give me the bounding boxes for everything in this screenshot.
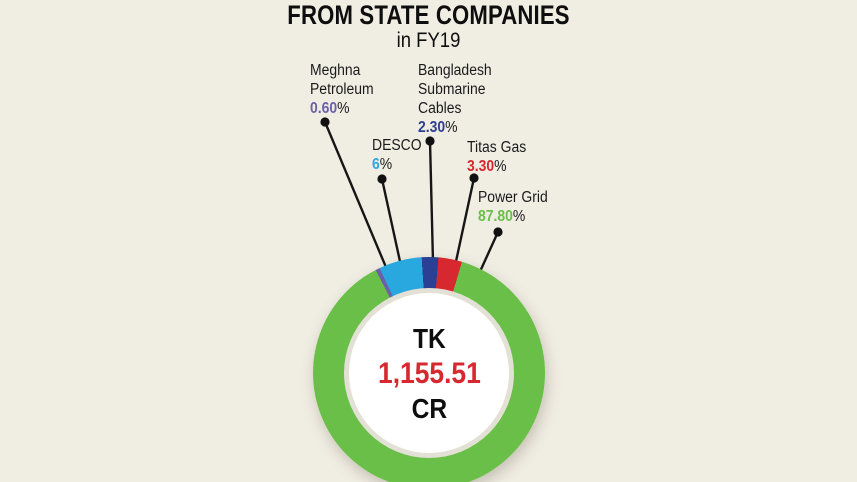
callout-value: 6 — [372, 156, 380, 173]
callout-name-line: Titas Gas — [467, 139, 527, 156]
center-currency-prefix: TK — [412, 322, 446, 354]
percent-sign: % — [445, 119, 458, 136]
callout-name-line: Bangladesh — [418, 62, 492, 79]
callout-name-line: Cables — [418, 100, 462, 117]
chart-subtitle: in FY19 — [396, 29, 461, 52]
callout-name-line: Meghna — [310, 62, 361, 79]
callout-value: 0.60 — [310, 100, 338, 117]
callout-power-grid: Power Grid 87.80% — [478, 188, 548, 226]
callout-name-line: Petroleum — [310, 81, 374, 98]
leader-line-desco — [380, 177, 403, 268]
percent-sign: % — [512, 208, 526, 225]
percent-sign: % — [379, 156, 393, 173]
leader-dot-power-grid — [493, 227, 503, 237]
callout-value-row: 6% — [372, 155, 422, 174]
leader-line-titas-gas — [453, 176, 476, 268]
leader-dot-desco — [377, 174, 387, 184]
callout-value-row: 3.30% — [467, 157, 526, 176]
center-value: 1,155.51 — [377, 356, 481, 390]
callout-name-line: DESCO — [372, 137, 422, 154]
callout-value: 3.30 — [467, 158, 495, 175]
callout-value: 2.30 — [418, 119, 446, 136]
percent-sign: % — [494, 158, 507, 175]
callout-value-row: 0.60% — [310, 99, 374, 118]
leader-dot-bangladesh-submarine-cables — [425, 136, 435, 146]
callout-name-line: Submarine — [418, 81, 486, 98]
leader-dot-meghna-petroleum — [320, 117, 330, 127]
donut-hole: TK 1,155.51 CR — [349, 293, 509, 453]
donut-chart: TK 1,155.51 CR — [313, 257, 545, 482]
center-unit: CR — [411, 392, 447, 424]
chart-title: FROM STATE COMPANIES — [287, 0, 570, 30]
callout-value-row: 2.30% — [418, 118, 492, 137]
leader-line-bangladesh-submarine-cables — [428, 139, 435, 264]
callout-titas-gas: Titas Gas 3.30% — [467, 138, 526, 176]
percent-sign: % — [337, 100, 350, 117]
callout-bangladesh-submarine-cables: Bangladesh Submarine Cables 2.30% — [418, 61, 492, 137]
callout-name-line: Power Grid — [478, 189, 548, 206]
donut-center-text: TK 1,155.51 CR — [378, 321, 481, 426]
callout-value-row: 87.80% — [478, 207, 548, 226]
callout-meghna-petroleum: Meghna Petroleum 0.60% — [310, 61, 374, 118]
callout-value: 87.80 — [478, 208, 513, 225]
callout-desco: DESCO 6% — [372, 136, 422, 174]
